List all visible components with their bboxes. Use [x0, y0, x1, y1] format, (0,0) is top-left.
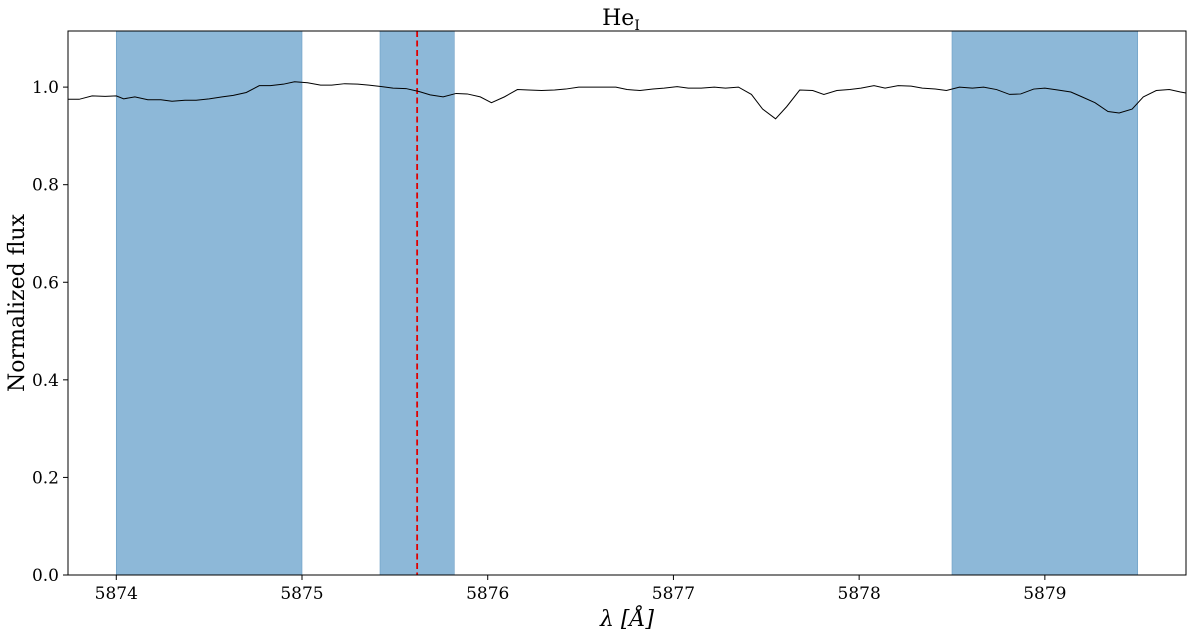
chart-title: HeI: [602, 6, 640, 34]
y-tick-label: 0.8: [32, 176, 59, 196]
chart-title-subscript: I: [634, 18, 640, 34]
spectrum-series: [68, 81, 1187, 120]
x-tick-label: 5874: [95, 584, 138, 604]
y-tick-label: 0.0: [32, 566, 59, 586]
x-tick-label: 5876: [466, 584, 509, 604]
x-tick-label: 5878: [838, 584, 881, 604]
shaded-bands: [115, 30, 1139, 576]
x-tick-label: 5877: [652, 584, 695, 604]
series-line-1: [68, 81, 1187, 120]
y-tick-label: 0.4: [32, 371, 59, 391]
x-tick-label: 5879: [1023, 584, 1066, 604]
y-axis-label: Normalized flux: [5, 213, 30, 392]
x-tick-label: 5875: [280, 584, 323, 604]
x-axis-label: λ [Å]: [599, 604, 654, 632]
y-tick-label: 0.2: [32, 468, 59, 488]
y-tick-label: 1.0: [32, 78, 59, 98]
plot-frame: [67, 30, 1187, 576]
y-tick-label: 0.6: [32, 273, 59, 293]
shaded-band-3: [951, 30, 1139, 576]
x-axis-ticks: 5874 5875 5876 5877 5878 5879: [95, 575, 1066, 604]
y-axis-ticks: 0.0 0.2 0.4 0.6 0.8 1.0: [32, 78, 68, 586]
chart-title-main: He: [602, 6, 634, 31]
shaded-band-1: [115, 30, 303, 576]
